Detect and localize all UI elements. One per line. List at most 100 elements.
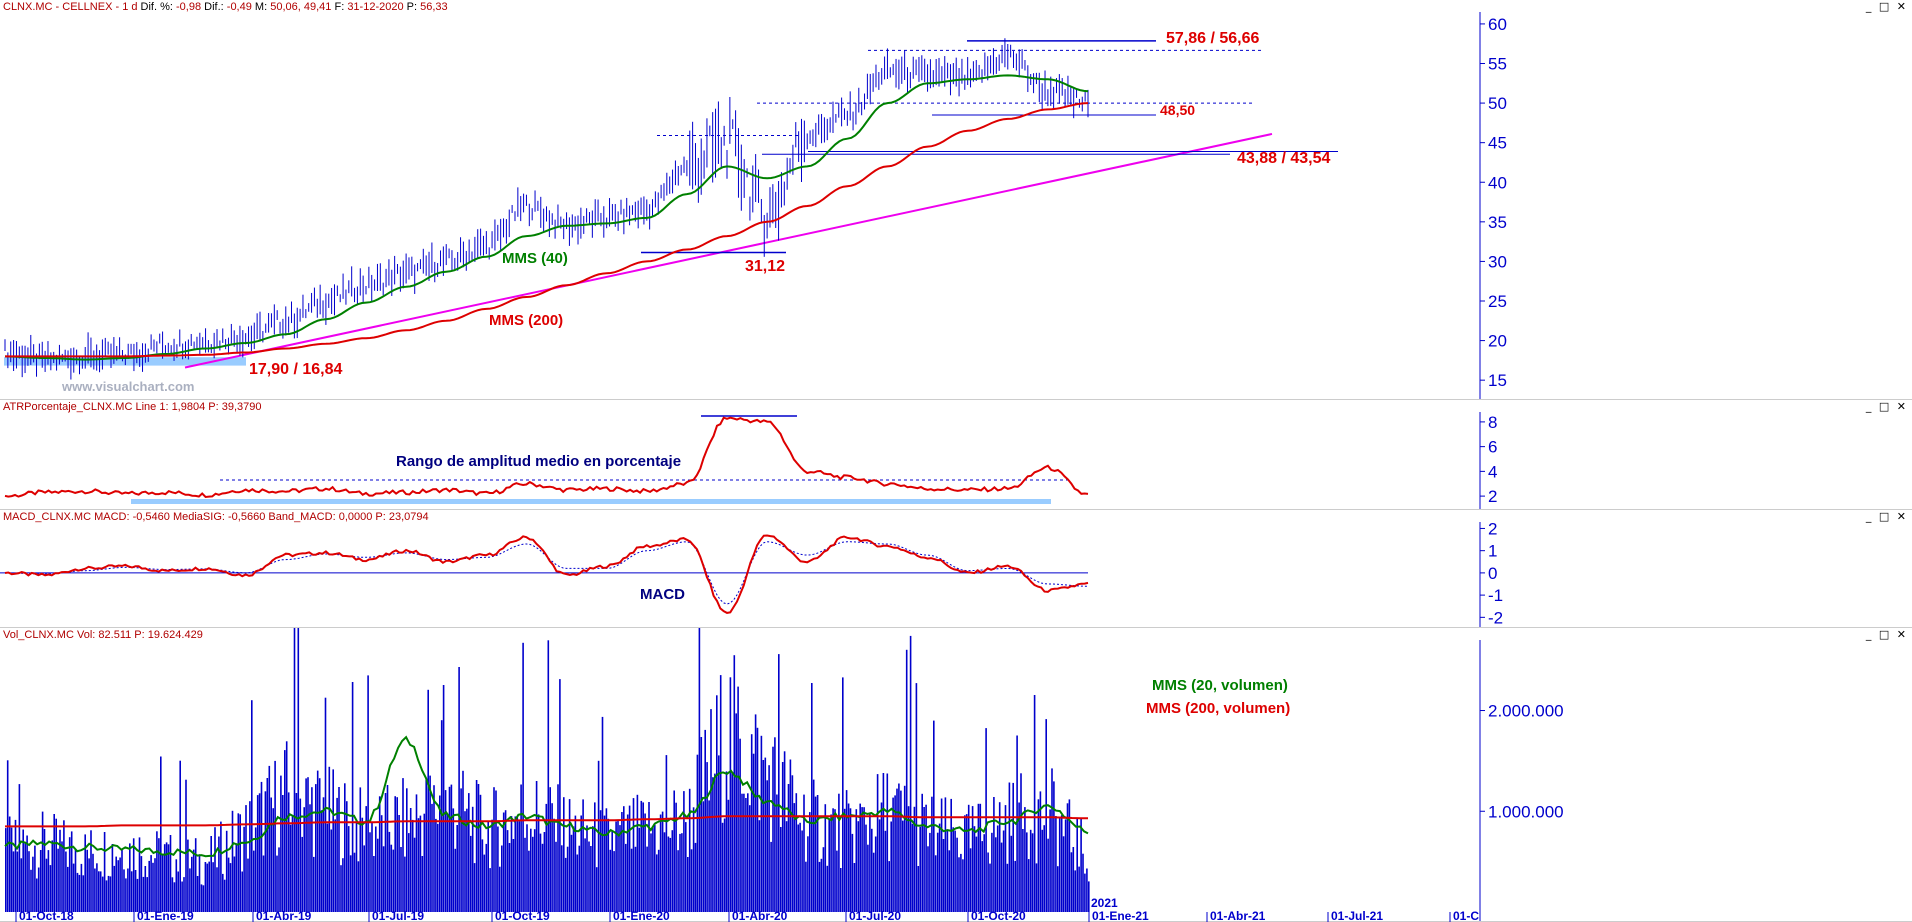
volume-bar — [425, 779, 427, 912]
volume-bar — [326, 823, 329, 912]
macd-y-tick-label: -2 — [1488, 608, 1503, 627]
volume-bar — [995, 837, 997, 912]
volume-bar — [702, 801, 705, 912]
volume-bar — [876, 774, 879, 912]
volume-bar — [504, 810, 507, 912]
volume-bar — [220, 821, 222, 912]
volume-bar — [439, 795, 441, 912]
volume-bar — [1084, 873, 1086, 912]
atr-panel: ATRPorcentaje_CLNX.MC Line 1: 1,9804 P: … — [0, 400, 1912, 510]
volume-bar — [1037, 799, 1040, 912]
volume-bar — [892, 797, 894, 912]
volume-bar — [1027, 859, 1030, 912]
volume-bar — [489, 868, 491, 912]
volume-bar — [617, 820, 619, 912]
volume-bar — [485, 843, 488, 912]
volume-bar — [1086, 868, 1088, 912]
volume-bar — [196, 876, 199, 912]
volume-bar — [508, 843, 511, 912]
volume-bar — [936, 832, 939, 912]
atr-line — [4, 416, 1089, 499]
window-controls[interactable]: _ □ ✕ — [1865, 628, 1908, 641]
volume-bar — [134, 870, 137, 912]
window-controls[interactable]: _ □ ✕ — [1865, 0, 1908, 13]
x-axis-label: 01-Oct-19 — [495, 909, 550, 922]
macd-y-tick-label: 2 — [1488, 519, 1497, 538]
volume-bar — [760, 735, 763, 912]
volume-bar — [34, 845, 36, 912]
volume-bar — [859, 803, 861, 912]
volume-bar — [49, 865, 52, 912]
volume-bar — [913, 806, 916, 912]
volume-bar — [392, 849, 395, 912]
volume-bar — [530, 828, 532, 912]
volume-bar — [743, 793, 745, 912]
volume-bar — [987, 852, 989, 912]
volume-bar — [826, 865, 829, 912]
volume-bar — [107, 875, 110, 912]
volume-bar — [101, 876, 104, 912]
volume-bar — [564, 857, 567, 912]
volume-bar — [132, 838, 135, 912]
x-axis-year-marker: 2021 — [1091, 896, 1118, 910]
volume-bar — [667, 836, 670, 912]
volume-bar — [233, 856, 236, 912]
volume-bar — [855, 809, 858, 912]
volume-bar — [1057, 866, 1059, 912]
volume-bar — [884, 830, 887, 912]
volume-bar — [10, 827, 13, 912]
volume-bar — [499, 866, 501, 912]
volume-bar — [351, 682, 354, 912]
volume-bar — [778, 654, 780, 912]
volume-bar — [417, 818, 420, 912]
volume-bar — [791, 775, 794, 912]
vol-y-tick-label: 2.000.000 — [1488, 702, 1564, 721]
volume-bar — [520, 784, 522, 912]
volume-bar — [559, 679, 561, 912]
volume-bar — [745, 798, 747, 912]
volume-bar — [754, 714, 757, 912]
volume-bar — [925, 804, 927, 912]
volume-bar — [239, 814, 241, 912]
volume-bar — [526, 824, 528, 912]
window-controls[interactable]: _ □ ✕ — [1865, 510, 1908, 523]
volume-bar — [836, 850, 838, 912]
volume-bar — [243, 826, 245, 912]
volume-bar — [1080, 817, 1082, 912]
volume-bar — [47, 850, 50, 912]
volume-bar — [747, 793, 749, 912]
volume-bar — [361, 817, 364, 912]
volume-bar — [295, 793, 298, 912]
volume-bar — [59, 829, 61, 912]
volume-bar — [353, 852, 356, 912]
volume-bar — [1070, 852, 1073, 912]
volume-bar — [156, 831, 158, 912]
volume-bar — [28, 851, 30, 912]
price-y-tick-label: 35 — [1488, 213, 1507, 232]
volume-bar — [547, 640, 550, 912]
volume-bar — [516, 817, 519, 912]
volume-bar — [898, 783, 900, 912]
volume-bar — [96, 863, 98, 912]
volume-bar — [316, 770, 319, 912]
volume-bar — [86, 849, 88, 912]
volume-bar — [165, 842, 168, 912]
window-controls[interactable]: _ □ ✕ — [1865, 400, 1908, 413]
volume-bar — [194, 838, 197, 912]
volume-bar — [253, 850, 255, 912]
volume-bar — [865, 824, 867, 912]
price-y-tick-label: 20 — [1488, 332, 1507, 351]
volume-bar — [1053, 781, 1055, 912]
volume-bar — [1078, 866, 1080, 912]
x-axis-label: 01-Ene-21 — [1092, 909, 1149, 922]
volume-bar — [811, 683, 813, 912]
volume-bar — [502, 812, 505, 912]
volume-bar — [903, 785, 906, 912]
macd-y-tick-label: 1 — [1488, 542, 1497, 561]
volume-bar — [871, 828, 873, 912]
atr-header: ATRPorcentaje_CLNX.MC Line 1: 1,9804 P: … — [3, 401, 262, 413]
volume-bar — [1000, 842, 1003, 912]
volume-bar — [328, 766, 331, 912]
volume-bar — [1029, 829, 1032, 912]
volume-bar — [814, 796, 817, 912]
